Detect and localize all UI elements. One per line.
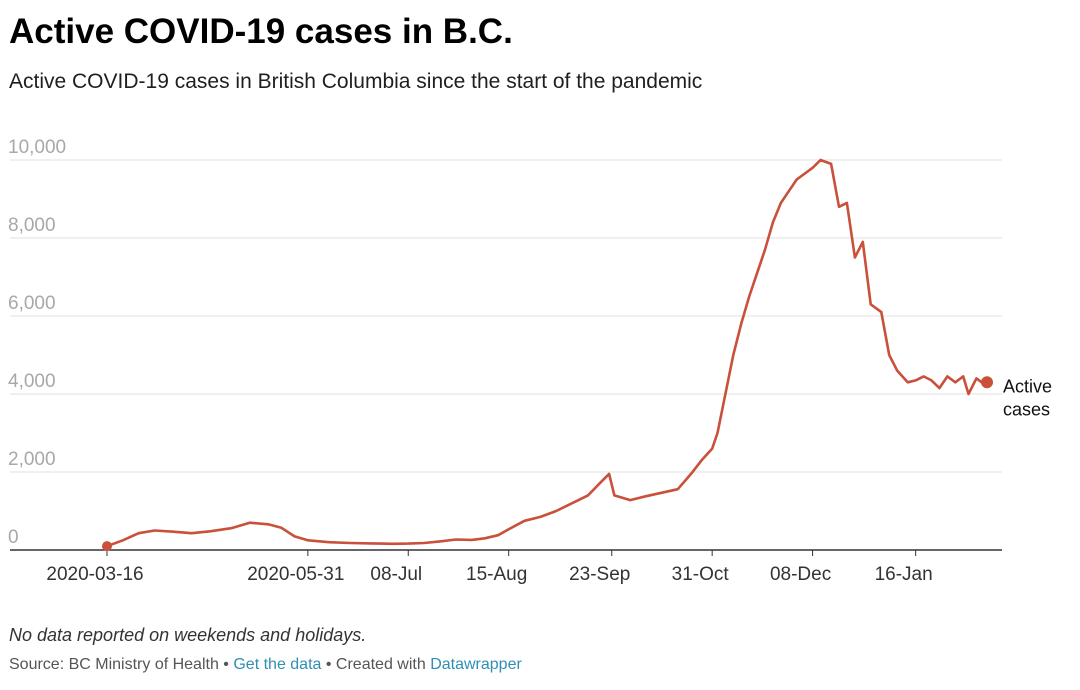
separator: • [218,656,234,673]
chart-title: Active COVID-19 cases in B.C. [9,12,513,51]
get-the-data-link[interactable]: Get the data [233,656,322,673]
x-tick-label: 16-Jan [875,564,933,585]
series-end-label: Active [1003,376,1052,396]
datawrapper-link[interactable]: Datawrapper [430,656,522,673]
y-tick-label: 0 [8,527,19,548]
x-tick-label: 31-Oct [672,564,730,585]
y-tick-label: 4,000 [8,371,56,392]
start-point-marker [102,541,112,552]
y-tick-label: 6,000 [8,293,56,314]
created-with-text: • Created with [321,656,431,673]
x-tick-label: 23-Sep [569,564,630,585]
x-tick-label: 15-Aug [466,564,527,585]
source-line: Source: BC Ministry of Health • Get the … [9,656,522,674]
series-end-label: cases [1003,399,1050,419]
x-tick-label: 08-Dec [770,564,831,585]
x-tick-label: 2020-03-16 [46,564,143,585]
active-cases-line [106,158,987,548]
y-tick-label: 2,000 [8,449,56,470]
source-text: Source: BC Ministry of Health [9,656,219,673]
end-point-marker [981,376,993,389]
x-tick-label: 08-Jul [370,564,422,585]
chart-subtitle: Active COVID-19 cases in British Columbi… [9,70,703,93]
x-tick-label: 2020-05-31 [247,564,344,585]
line-chart: 0 2,000 4,000 6,000 8,000 10,000 2020-03-16 202… [8,137,1052,585]
chart-note: No data reported on weekends and holiday… [9,625,367,645]
y-tick-label: 10,000 [8,137,66,158]
y-tick-label: 8,000 [8,215,56,236]
